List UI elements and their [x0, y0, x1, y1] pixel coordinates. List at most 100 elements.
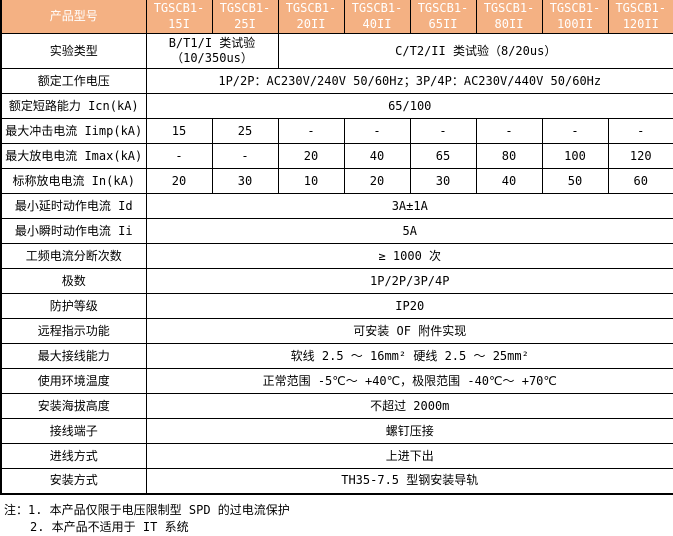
table-row: 额定短路能力 Icn(kA) 65/100 [0, 93, 673, 120]
spec-value-cell: 100 [541, 143, 609, 170]
model-header-cell: TGSCB1- 40II [343, 0, 411, 35]
model-name-line2: 65II [428, 16, 458, 31]
table-row: 防护等级 IP20 [0, 293, 673, 320]
spec-value-cell: 120 [607, 143, 673, 170]
model-header-cell: TGSCB1- 100II [541, 0, 609, 35]
model-name-line1: TGSCB1- [549, 1, 601, 15]
spec-value-cell: 20 [145, 168, 213, 195]
spec-value-cell: 1P/2P/3P/4P [145, 268, 673, 295]
table-row: 标称放电电流 In(kA) 20 30 10 20 30 40 50 60 [0, 168, 673, 195]
spec-value-cell: 10 [277, 168, 345, 195]
spec-value-cell: - [541, 118, 609, 145]
footnote-1: 注：1. 本产品仅限于电压限制型 SPD 的过电流保护 [4, 502, 290, 517]
spec-value-cell: 3A±1A [145, 193, 673, 220]
table-row: 实验类型 B/T1/I 类试验（10/350us） C/T2/II 类试验（8/… [0, 33, 673, 70]
corner-header-cell: 产品型号 [0, 0, 147, 35]
spec-value-cell: 1P/2P：AC230V/240V 50/60Hz；3P/4P：AC230V/4… [145, 68, 673, 95]
spec-label-cell: 使用环境温度 [0, 368, 147, 395]
footnote-2: 2. 本产品不适用于 IT 系统 [30, 519, 189, 534]
spec-table: 产品型号 TGSCB1- 15I TGSCB1- 25I TGSCB1- 20II T… [0, 0, 673, 495]
model-name-line1: TGSCB1- [219, 1, 271, 15]
table-row: 安装海拔高度 不超过 2000m [0, 393, 673, 420]
spec-value-cell: - [277, 118, 345, 145]
spec-label-cell: 最大冲击电流 Iimp(kA) [0, 118, 147, 145]
spec-value-cell: - [607, 118, 673, 145]
spec-label-cell: 标称放电电流 In(kA) [0, 168, 147, 195]
table-row: 安装方式 TH35-7.5 型钢安装导轨 [0, 468, 673, 495]
model-name-line2: 80II [494, 16, 524, 31]
table-row: 接线端子 螺钉压接 [0, 418, 673, 445]
spec-value-cell: IP20 [145, 293, 673, 320]
spec-value-cell: ≥ 1000 次 [145, 243, 673, 270]
model-header-cell: TGSCB1- 25I [211, 0, 279, 35]
spec-label-cell: 极数 [0, 268, 147, 295]
table-row: 使用环境温度 正常范围 -5℃～ +40℃，极限范围 -40℃～ +70℃ [0, 368, 673, 395]
spec-value-cell: C/T2/II 类试验（8/20us） [277, 33, 673, 70]
table-row: 工频电流分断次数 ≥ 1000 次 [0, 243, 673, 270]
spec-value-cell: 可安装 OF 附件实现 [145, 318, 673, 345]
spec-label-cell: 额定工作电压 [0, 68, 147, 95]
spec-label-cell: 远程指示功能 [0, 318, 147, 345]
spec-value-cell: - [409, 118, 477, 145]
spec-label-cell: 额定短路能力 Icn(kA) [0, 93, 147, 120]
spec-value-cell: 60 [607, 168, 673, 195]
spec-value-cell: B/T1/I 类试验（10/350us） [145, 33, 279, 70]
spec-label-cell: 最小延时动作电流 Id [0, 193, 147, 220]
spec-value-cell: 20 [343, 168, 411, 195]
model-name-line2: 25I [234, 16, 256, 31]
footnotes: 注：1. 本产品仅限于电压限制型 SPD 的过电流保护 2. 本产品不适用于 I… [4, 502, 673, 536]
spec-value-cell: 40 [475, 168, 543, 195]
spec-value-cell: 65 [409, 143, 477, 170]
spec-value-cell: - [343, 118, 411, 145]
table-row: 极数 1P/2P/3P/4P [0, 268, 673, 295]
spec-label-cell: 工频电流分断次数 [0, 243, 147, 270]
spec-label-cell: 最小瞬时动作电流 Ii [0, 218, 147, 245]
spec-value-cell: 40 [343, 143, 411, 170]
spec-value-cell: 80 [475, 143, 543, 170]
table-row: 远程指示功能 可安装 OF 附件实现 [0, 318, 673, 345]
spec-label-cell: 最大放电电流 Imax(kA) [0, 143, 147, 170]
table-row: 进线方式 上进下出 [0, 443, 673, 470]
spec-value-cell: 20 [277, 143, 345, 170]
spec-value-cell: 不超过 2000m [145, 393, 673, 420]
model-name-line2: 120II [622, 16, 659, 31]
spec-label-cell: 最大接线能力 [0, 343, 147, 370]
model-header-cell: TGSCB1- 80II [475, 0, 543, 35]
model-name-line1: TGSCB1- [483, 1, 535, 15]
model-name-line1: TGSCB1- [615, 1, 667, 15]
model-name-line1: TGSCB1- [153, 1, 205, 15]
spec-value-cell: 50 [541, 168, 609, 195]
spec-value-cell: 5A [145, 218, 673, 245]
model-name-line2: 100II [556, 16, 594, 31]
spec-value-cell: 25 [211, 118, 279, 145]
model-name-line2: 15I [168, 16, 190, 31]
spec-value-cell: - [145, 143, 213, 170]
spec-value-cell: 上进下出 [145, 443, 673, 470]
spec-value-cell: TH35-7.5 型钢安装导轨 [145, 468, 673, 495]
model-header-cell: TGSCB1- 65II [409, 0, 477, 35]
table-row: 最大接线能力 软线 2.5 ～ 16mm² 硬线 2.5 ～ 25mm² [0, 343, 673, 370]
table-row: 最小瞬时动作电流 Ii 5A [0, 218, 673, 245]
model-name-line1: TGSCB1- [351, 1, 403, 15]
model-name-line1: TGSCB1- [285, 1, 337, 15]
model-header-cell: TGSCB1- 15I [145, 0, 213, 35]
spec-label-cell: 实验类型 [0, 33, 147, 70]
table-row: 最大放电电流 Imax(kA) - - 20 40 65 80 100 120 [0, 143, 673, 170]
spec-value-cell: 螺钉压接 [145, 418, 673, 445]
spec-value-cell: 30 [211, 168, 279, 195]
model-name-line2: 40II [362, 16, 392, 31]
table-row: 额定工作电压 1P/2P：AC230V/240V 50/60Hz；3P/4P：A… [0, 68, 673, 95]
spec-value-cell: - [475, 118, 543, 145]
spec-value-cell: 30 [409, 168, 477, 195]
spec-label-cell: 安装方式 [0, 468, 147, 495]
spec-value-cell: - [211, 143, 279, 170]
spec-label-cell: 进线方式 [0, 443, 147, 470]
spec-value-cell: 65/100 [145, 93, 673, 120]
spec-label-cell: 接线端子 [0, 418, 147, 445]
model-name-line2: 20II [296, 16, 326, 31]
spec-value-cell: 15 [145, 118, 213, 145]
model-header-cell: TGSCB1- 20II [277, 0, 345, 35]
spec-value-cell: 软线 2.5 ～ 16mm² 硬线 2.5 ～ 25mm² [145, 343, 673, 370]
spec-label-cell: 安装海拔高度 [0, 393, 147, 420]
